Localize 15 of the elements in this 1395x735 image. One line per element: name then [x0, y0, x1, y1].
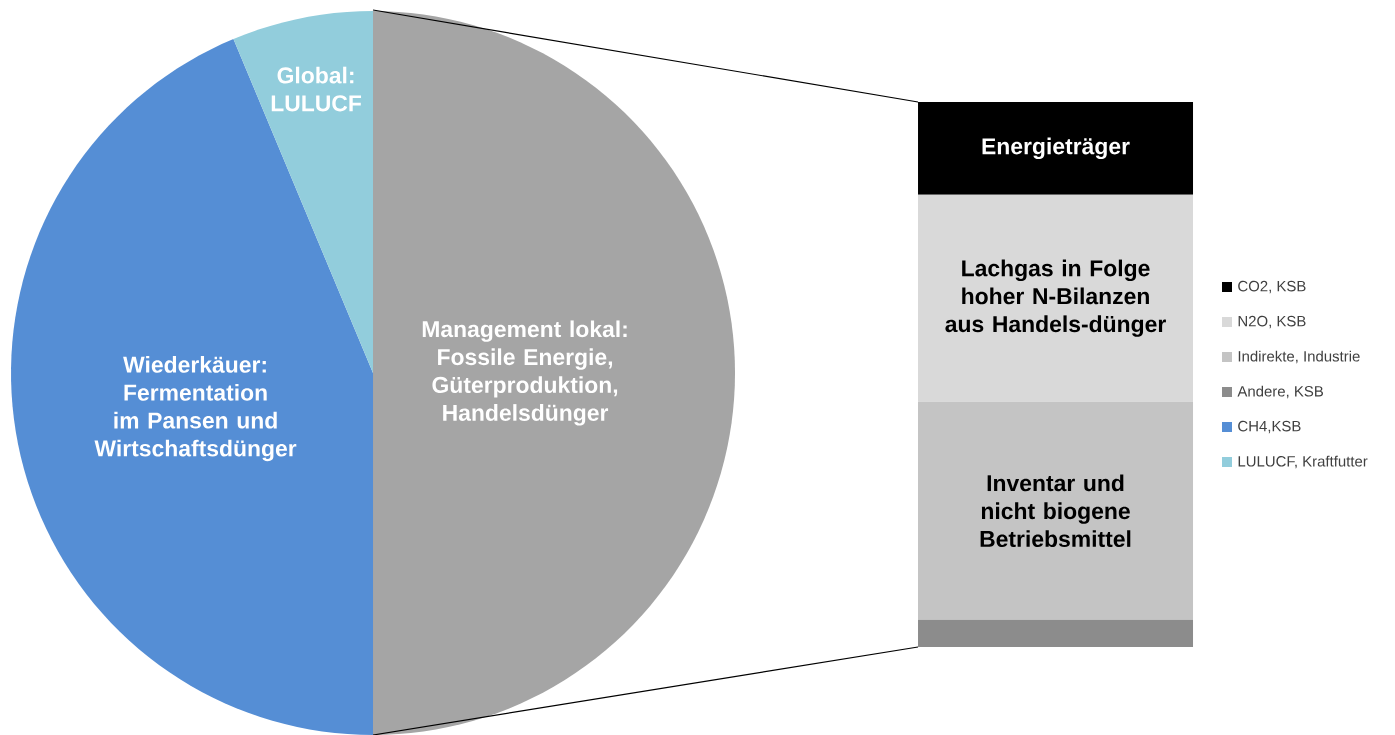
legend-label: N2O, KSB	[1238, 315, 1306, 329]
bar	[918, 401, 1194, 620]
annotation: Energieträger	[982, 137, 1130, 160]
bar	[918, 619, 1194, 647]
legend-label: CH4,KSB	[1238, 420, 1301, 434]
slice-label: Wiederkäuer: Fermentation im Pansen und Wirtschaftsdünger	[94, 356, 297, 462]
legend-label: Andere, KSB	[1237, 385, 1324, 399]
bar	[918, 194, 1194, 402]
legend-label: Indirekte, Industrie	[1238, 350, 1360, 364]
legend-label: CO2, KSB	[1238, 280, 1306, 294]
annotation: Lachgas in Folge hoher N-Bilanzen aus Handels-dünger	[945, 259, 1166, 337]
annotation: Inventar und nicht biogene Betriebsmittel	[980, 474, 1131, 548]
legend-label: LULUCF, Kraftfutter	[1238, 455, 1368, 469]
slice-label: Management lokal: Fossile Energie, Güterproduktion, Handelsdünger	[422, 320, 627, 426]
slice-label: Global: LULUCF	[271, 66, 362, 112]
